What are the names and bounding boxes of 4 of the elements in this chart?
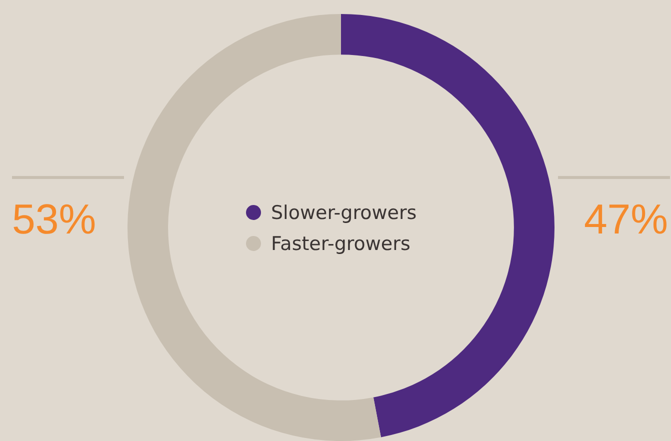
legend-label: Faster-growers (271, 233, 410, 255)
legend-label: Slower-growers (271, 202, 417, 224)
data-label: 47% (584, 196, 668, 243)
data-label: 53% (12, 196, 96, 243)
